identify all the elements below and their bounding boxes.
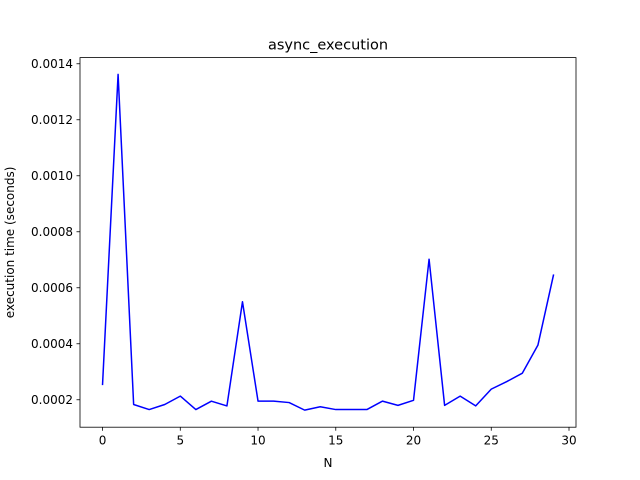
x-tick-label: 15 (328, 434, 343, 448)
plot-frame (79, 57, 577, 428)
x-axis-ticks: 0 5 10 15 20 25 30 (99, 427, 577, 448)
y-tick-label: 0.0012 (31, 113, 73, 127)
chart-title: async_execution (268, 38, 388, 54)
y-tick-label: 0.0008 (31, 225, 73, 239)
y-axis-label: execution time (seconds) (3, 167, 17, 319)
y-tick-label: 0.0006 (31, 281, 73, 295)
x-tick-label: 25 (484, 434, 499, 448)
y-tick-label: 0.0010 (31, 169, 73, 183)
series-line-0 (101, 73, 555, 411)
y-tick-label: 0.0014 (31, 57, 73, 71)
x-tick-label: 20 (406, 434, 421, 448)
y-tick-label: 0.0004 (31, 337, 73, 351)
x-tick-label: 5 (176, 434, 184, 448)
plot-area (80, 57, 576, 428)
x-axis-label: N (324, 456, 333, 470)
x-tick-label: 10 (250, 434, 265, 448)
y-axis-ticks: 0.0002 0.0004 0.0006 0.0008 0.0010 0.0012 0.00… (31, 57, 80, 407)
series-layer (101, 73, 555, 411)
x-tick-label: 0 (99, 434, 107, 448)
x-tick-label: 30 (561, 434, 576, 448)
y-tick-label: 0.0002 (31, 393, 73, 407)
